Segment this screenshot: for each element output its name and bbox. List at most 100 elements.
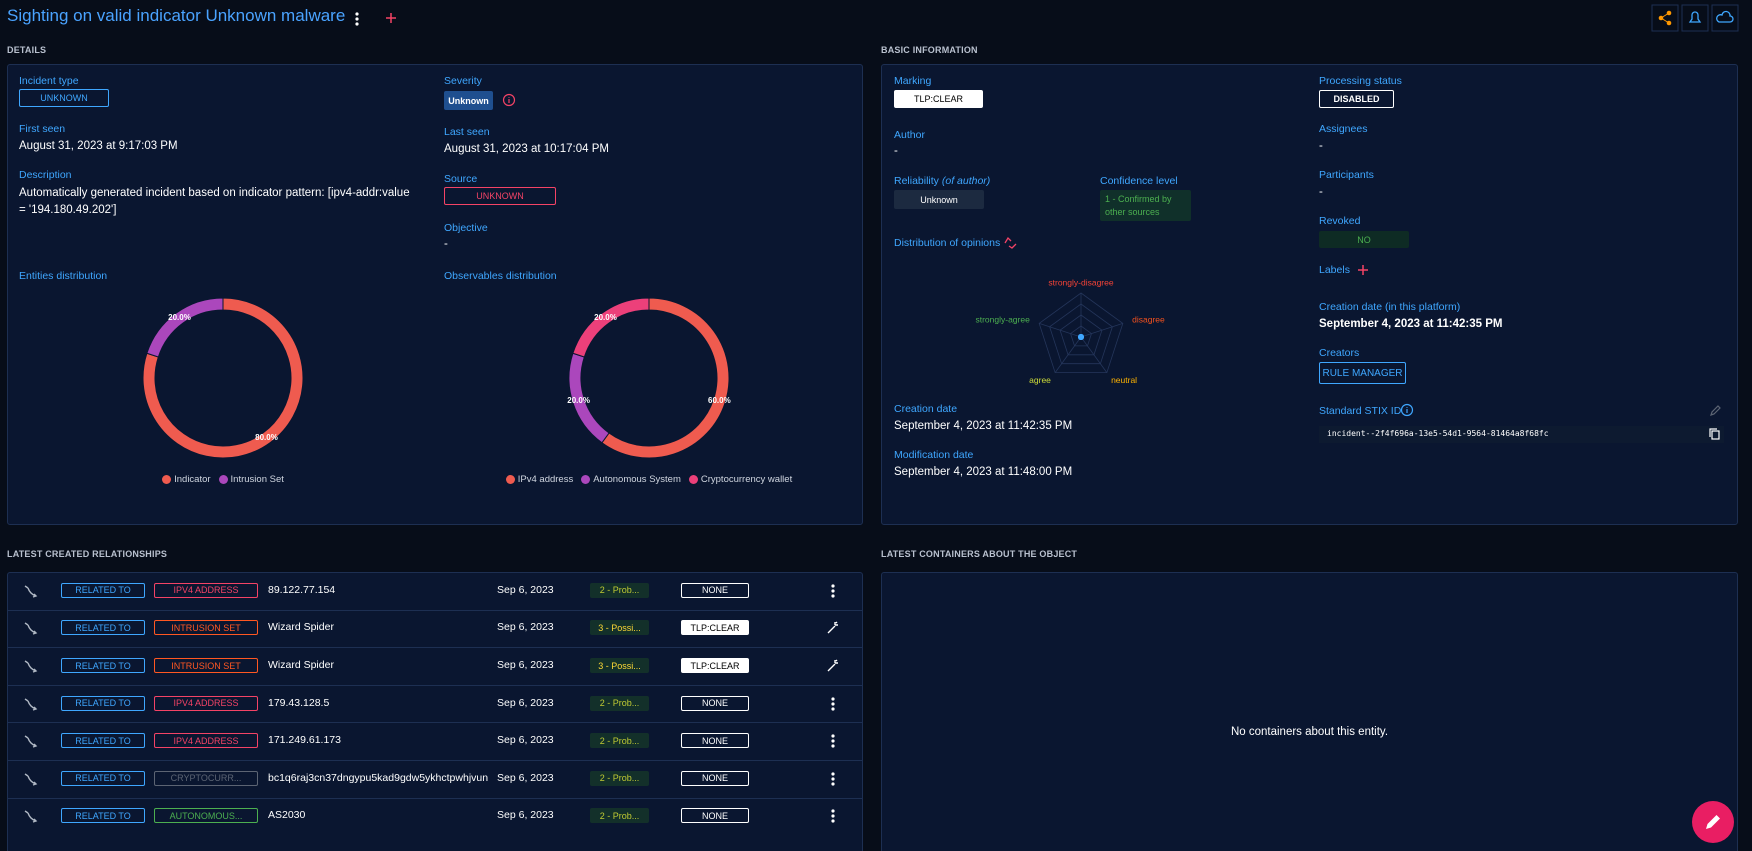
field-label: First seen	[19, 123, 66, 135]
relationship-icon	[24, 810, 38, 824]
legend-swatch	[505, 475, 515, 484]
icon-shape	[831, 744, 835, 748]
confidence-chip: 3 - Possi...	[590, 620, 649, 636]
field-value: Automatically generated incident based o…	[19, 187, 410, 216]
entity-name: AS2030	[268, 809, 306, 822]
icon-shape	[831, 777, 835, 781]
slice-label: 20.0%	[567, 396, 590, 405]
marking-chip: TLP:CLEAR	[681, 620, 749, 636]
opinions-icon[interactable]	[1002, 234, 1018, 250]
entity-name: bc1q6raj3cn37dngypu5kad9gdw5ykhctpwhjvun…	[268, 771, 488, 784]
legend-swatch	[162, 475, 172, 484]
severity-chip: Unknown	[444, 91, 493, 110]
field-value: -	[444, 238, 448, 250]
relationship-icon	[24, 660, 38, 673]
field-label: Creators	[1319, 347, 1360, 359]
date: Sep 6, 2023	[497, 659, 554, 671]
confidence-chip: 1 - Confirmed by other sources	[1100, 190, 1191, 221]
entity-name: Wizard Spider	[268, 659, 334, 671]
donut-chart: 60.0% 20.0% 20.0%	[567, 297, 731, 459]
icon-shape	[831, 772, 835, 776]
field-label: Source	[444, 173, 478, 185]
row-action[interactable]	[825, 620, 841, 636]
icon-shape	[831, 819, 835, 823]
legend-item: Autonomous System	[581, 474, 681, 485]
icon-shape	[827, 621, 838, 634]
legend-label: Autonomous System	[593, 474, 681, 485]
edit-icon[interactable]	[1708, 404, 1722, 418]
row-action[interactable]	[825, 658, 841, 674]
info-icon[interactable]	[1400, 403, 1414, 417]
date: Sep 6, 2023	[497, 696, 554, 709]
field-label: Marking	[894, 75, 932, 87]
reliability-chip: Unknown	[894, 190, 984, 209]
row-action[interactable]	[825, 771, 841, 787]
relationship-icon	[24, 585, 38, 598]
page-title: Sighting on valid indicator Unknown malw…	[7, 6, 346, 25]
radar-label: strongly-agree	[975, 315, 1030, 325]
icon-shape	[831, 594, 835, 598]
marking-chip: TLP:CLEAR	[894, 90, 983, 108]
confidence-chip: 2 - Prob...	[590, 808, 649, 824]
entity-name: 179.43.128.5	[268, 696, 330, 709]
confidence-chip: 2 - Prob...	[590, 733, 649, 749]
confidence-chip: 2 - Prob...	[590, 582, 649, 598]
marking-chip: TLP:CLEAR	[681, 658, 749, 673]
copy-button[interactable]	[1708, 427, 1722, 441]
add-label-button[interactable]	[1356, 263, 1370, 277]
radar-label: disagree	[1132, 315, 1165, 325]
row-action[interactable]	[825, 808, 841, 824]
notify-button[interactable]	[1681, 4, 1709, 32]
incident-type-chip: UNKNOWN	[19, 89, 109, 107]
icon-shape	[831, 809, 835, 813]
icon-shape	[831, 701, 835, 706]
row-divider	[8, 760, 862, 761]
field-label: Assignees	[1319, 123, 1368, 135]
field-label: Incident type	[19, 75, 79, 87]
field-label: Confidence level	[1100, 175, 1178, 187]
legend-swatch	[218, 475, 228, 484]
row-action[interactable]	[825, 733, 841, 749]
more-button[interactable]	[350, 10, 364, 28]
date: Sep 6, 2023	[497, 621, 554, 634]
stix-id-box	[1319, 426, 1724, 443]
icon-shape	[831, 734, 835, 738]
field-label: Revoked	[1319, 215, 1361, 227]
field-label: Modification date	[894, 449, 974, 461]
radar-spoke	[1054, 336, 1082, 373]
field-value: -	[894, 145, 898, 157]
legend-item: Cryptocurrency wallet	[688, 474, 792, 485]
info-icon[interactable]	[502, 93, 516, 107]
row-action[interactable]	[825, 583, 841, 599]
add-button[interactable]	[384, 11, 398, 25]
field-label: Severity	[444, 75, 482, 87]
field-label: Participants	[1319, 169, 1374, 181]
field-label: Creation date (in this platform)	[1319, 301, 1461, 313]
cloud-button[interactable]	[1711, 4, 1739, 32]
field-label: Author	[894, 129, 925, 141]
radar-web	[1059, 314, 1103, 356]
creator-chip[interactable]: RULE MANAGER	[1319, 362, 1406, 384]
field-value: -	[1319, 186, 1323, 198]
field-label: Processing status	[1319, 75, 1402, 87]
icon-shape	[24, 735, 38, 748]
edit-fab[interactable]	[1691, 800, 1735, 844]
share-button[interactable]	[1651, 4, 1679, 32]
field-value: -	[1319, 140, 1323, 152]
icon-shape	[24, 810, 38, 824]
icon-shape	[831, 782, 835, 786]
icon-shape	[24, 585, 38, 598]
icon-shape	[24, 698, 38, 711]
date: Sep 6, 2023	[497, 734, 554, 747]
legend-item: Indicator	[162, 474, 211, 485]
radar-spoke	[1080, 323, 1123, 338]
label-qualifier: (of author)	[941, 175, 991, 187]
row-divider	[8, 797, 862, 799]
radar-label: agree	[1029, 375, 1051, 385]
relationship-icon	[24, 735, 38, 748]
row-action[interactable]	[825, 696, 841, 712]
donut-slice	[146, 297, 224, 358]
legend: Indicator Intrusion Set	[23, 474, 423, 485]
containers-panel	[881, 572, 1738, 851]
icon-shape	[831, 739, 835, 743]
